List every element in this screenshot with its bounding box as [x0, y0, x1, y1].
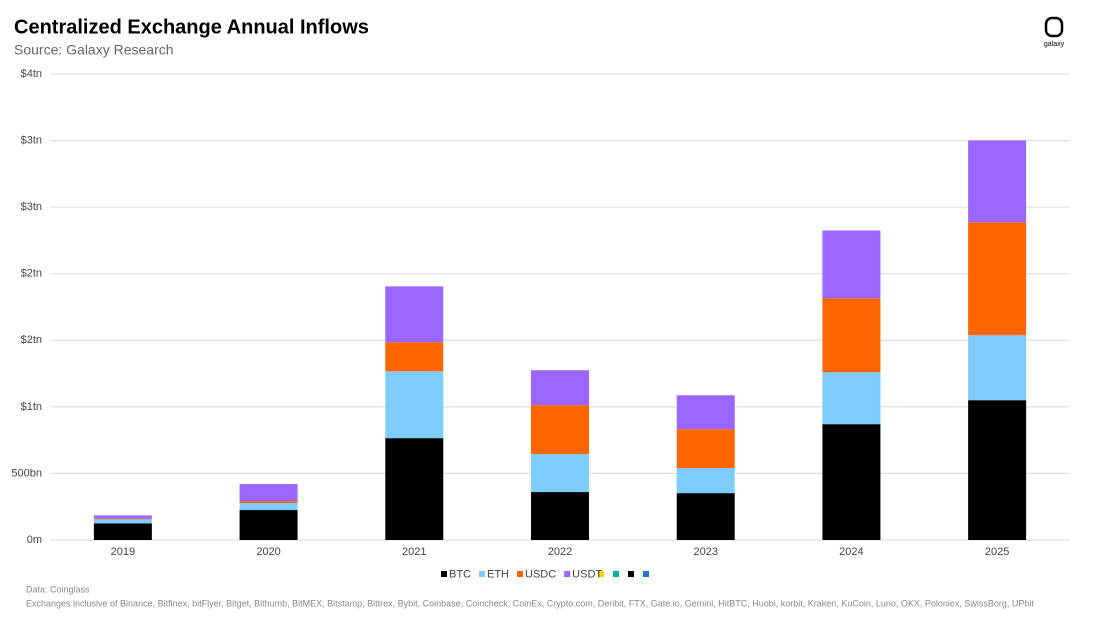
bar: [531, 492, 589, 540]
legend-swatch: [479, 571, 485, 577]
legend-label: USDT: [572, 568, 602, 580]
logo-icon: [1044, 16, 1064, 38]
y-tick-label: $2tn: [21, 268, 42, 280]
bar: [385, 286, 444, 343]
legend-swatch: [628, 571, 634, 577]
y-tick-label: $2tn: [21, 334, 42, 346]
legend-label: USDC: [525, 568, 556, 580]
y-tick-label: $4tn: [21, 68, 42, 80]
bar: [93, 518, 152, 520]
x-tick-label: 2021: [402, 546, 426, 558]
bar: [968, 140, 1027, 223]
bar: [822, 298, 881, 373]
x-tick-label: 2022: [548, 546, 572, 558]
bar: [239, 484, 298, 502]
bar: [822, 424, 881, 540]
bar: [93, 515, 152, 519]
bar: [93, 519, 152, 524]
bar: [968, 400, 1027, 540]
x-tick-label: 2019: [111, 546, 135, 558]
legend-swatch: [441, 571, 447, 577]
x-tick-label: 2023: [693, 546, 717, 558]
note: Exchanges inclusive of Binance, Bitfinex…: [26, 598, 1034, 608]
bar: [531, 454, 589, 493]
legend-label: ETH: [487, 568, 509, 580]
legend-swatch: [517, 571, 523, 577]
bar: [239, 510, 298, 540]
bar: [968, 335, 1027, 401]
bar: [676, 468, 735, 494]
bar: [822, 372, 881, 425]
bar: [531, 370, 589, 406]
bar: [531, 405, 589, 455]
bar: [93, 523, 152, 540]
legend-extra: [598, 571, 649, 577]
logo-text: galaxy: [1044, 41, 1065, 48]
legend-swatch: [613, 571, 619, 577]
bar: [385, 342, 444, 372]
y-tick-label: $1tn: [21, 401, 42, 413]
chart-title: Centralized Exchange Annual Inflows: [14, 16, 369, 38]
x-tick-label: 2025: [985, 546, 1009, 558]
bar: [385, 438, 444, 540]
legend-swatch: [643, 571, 649, 577]
x-tick-label: 2020: [256, 546, 280, 558]
bar: [968, 222, 1027, 336]
y-tick-label: $3tn: [21, 134, 42, 146]
legend-swatch: [564, 571, 571, 577]
x-tick-label: 2024: [839, 546, 863, 558]
logo: galaxy: [1044, 16, 1065, 48]
bar: [676, 429, 735, 469]
legend-swatch: [598, 571, 604, 577]
y-tick-label: 0m: [27, 534, 42, 546]
bar: [676, 395, 735, 430]
legend-label: BTC: [449, 568, 471, 580]
bar: [676, 493, 735, 540]
bar: [239, 501, 298, 504]
chart-subtitle: Source: Galaxy Research: [14, 42, 174, 58]
note: Data: Coinglass: [26, 584, 90, 594]
bar: [822, 230, 881, 299]
bar: [239, 503, 298, 511]
y-tick-label: $3tn: [21, 201, 42, 213]
y-tick-label: 500bn: [11, 467, 42, 479]
bar: [385, 371, 444, 439]
